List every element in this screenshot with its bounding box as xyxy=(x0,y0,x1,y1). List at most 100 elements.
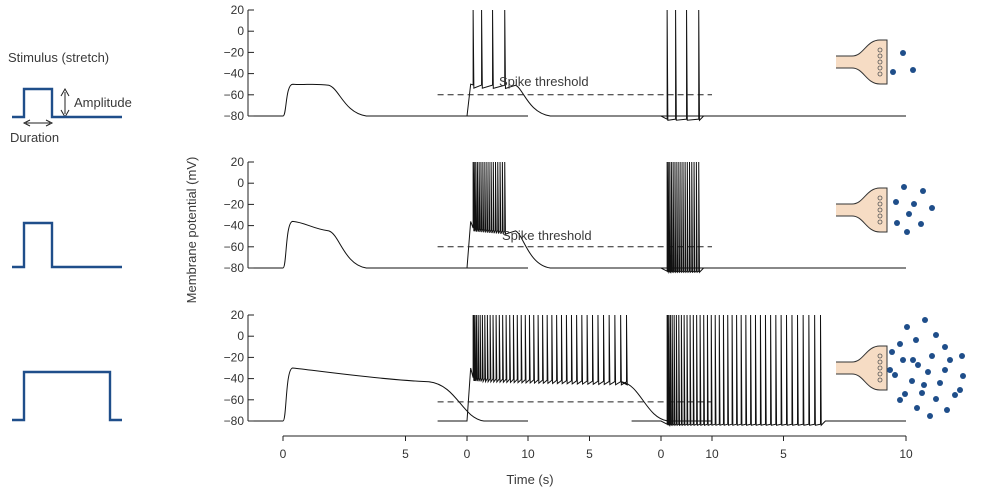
y-tick-label: −80 xyxy=(224,261,245,275)
terminal-spike-trace xyxy=(631,9,906,122)
x-tick-label: 5 xyxy=(586,447,593,461)
docked-vesicle xyxy=(877,47,883,53)
released-vesicle xyxy=(947,357,953,363)
released-vesicle xyxy=(918,221,924,227)
released-vesicle xyxy=(919,390,925,396)
docked-vesicle xyxy=(877,219,883,225)
receptor-potential-trace xyxy=(253,83,528,117)
y-tick-label: 0 xyxy=(237,24,244,38)
y-tick-label: −40 xyxy=(224,219,245,233)
axon-terminal-body xyxy=(836,39,888,85)
released-vesicle xyxy=(913,337,919,343)
y-tick-label: 0 xyxy=(237,176,244,190)
voltage-traces xyxy=(253,9,906,427)
y-tick-label: −40 xyxy=(224,372,245,386)
receptor-potential-trace xyxy=(253,220,528,269)
released-vesicle xyxy=(942,344,948,350)
released-vesicle xyxy=(904,229,910,235)
x-tick-label: 5 xyxy=(780,447,787,461)
released-vesicle xyxy=(942,367,948,373)
docked-vesicle xyxy=(877,207,883,213)
y-tick-label: −60 xyxy=(224,240,245,254)
released-vesicle xyxy=(900,50,906,56)
y-axes: 20 0 −20 −40 −60 −80 20 0 −20 −40 −60 −80 20 0 −20 −40 −… xyxy=(224,3,254,428)
docked-vesicle xyxy=(877,377,883,383)
y-tick-label: −20 xyxy=(224,45,245,59)
x-tick-label: 0 xyxy=(464,447,471,461)
released-vesicle xyxy=(929,205,935,211)
released-vesicle xyxy=(889,349,895,355)
released-vesicle xyxy=(910,357,916,363)
receptor-potential-trace xyxy=(253,367,528,422)
docked-vesicle xyxy=(877,65,883,71)
spike-threshold-label-2: Spike threshold xyxy=(502,228,592,243)
y-tick-label: 20 xyxy=(231,155,245,169)
released-vesicle xyxy=(887,367,893,373)
x-tick-label: 0 xyxy=(658,447,665,461)
docked-vesicle xyxy=(877,53,883,59)
stimulus-waveform-1 xyxy=(12,87,122,119)
x-tick-label: 10 xyxy=(521,447,535,461)
docked-vesicle xyxy=(877,213,883,219)
released-vesicle xyxy=(933,332,939,338)
docked-vesicle xyxy=(877,371,883,377)
released-vesicle xyxy=(893,199,899,205)
x-tick-label: 10 xyxy=(899,447,913,461)
y-tick-label: 20 xyxy=(231,3,245,17)
axon-terminal-body xyxy=(836,187,888,233)
docked-vesicle xyxy=(877,59,883,65)
y-tick-label: −80 xyxy=(224,414,245,428)
y-tick-label: −80 xyxy=(224,109,245,123)
released-vesicle xyxy=(911,201,917,207)
trigger-zone-trace xyxy=(437,9,712,117)
released-vesicle xyxy=(933,396,939,402)
y-tick-label: −60 xyxy=(224,393,245,407)
released-vesicle xyxy=(921,382,927,388)
released-vesicle xyxy=(960,373,966,379)
y-axis-label: Membrane potential (mV) xyxy=(184,157,199,304)
released-vesicle xyxy=(901,184,907,190)
docked-vesicle xyxy=(877,71,883,77)
axon-terminal-body xyxy=(836,345,888,391)
released-vesicle xyxy=(959,353,965,359)
stimulus-waveform-3 xyxy=(12,370,122,422)
synaptic-terminal xyxy=(836,184,935,235)
released-vesicle xyxy=(915,362,921,368)
y-tick-label: −20 xyxy=(224,197,245,211)
duration-label: Duration xyxy=(10,130,59,145)
released-vesicle xyxy=(929,353,935,359)
x-axes: 0 5 10 0 5 10 0 5 10 xyxy=(280,435,913,461)
stimulus-waveform-2 xyxy=(12,221,122,269)
docked-vesicle xyxy=(877,365,883,371)
docked-vesicle xyxy=(877,195,883,201)
x-tick-label: 10 xyxy=(705,447,719,461)
y-tick-label: 0 xyxy=(237,329,244,343)
synaptic-terminals xyxy=(836,39,966,419)
spike-threshold-label-1: Spike threshold xyxy=(499,74,589,89)
released-vesicle xyxy=(890,69,896,75)
trigger-zone-trace xyxy=(437,161,712,269)
released-vesicle xyxy=(892,372,898,378)
released-vesicle xyxy=(902,391,908,397)
terminal-spike-trace xyxy=(631,161,906,274)
released-vesicle xyxy=(927,413,933,419)
released-vesicle xyxy=(894,220,900,226)
synaptic-terminal xyxy=(836,317,966,419)
released-vesicle xyxy=(914,405,920,411)
x-tick-label: 0 xyxy=(280,447,287,461)
duration-arrow xyxy=(22,119,54,127)
amplitude-arrow xyxy=(60,87,70,119)
released-vesicle xyxy=(944,407,950,413)
synaptic-terminal xyxy=(836,39,916,85)
y-tick-label: −20 xyxy=(224,350,245,364)
amplitude-label: Amplitude xyxy=(74,95,132,110)
y-tick-label: −60 xyxy=(224,88,245,102)
x-tick-label: 5 xyxy=(402,447,409,461)
released-vesicle xyxy=(952,392,958,398)
released-vesicle xyxy=(900,357,906,363)
docked-vesicle xyxy=(877,353,883,359)
released-vesicle xyxy=(897,341,903,347)
released-vesicle xyxy=(906,211,912,217)
released-vesicle xyxy=(957,387,963,393)
y-tick-label: 20 xyxy=(231,308,245,322)
